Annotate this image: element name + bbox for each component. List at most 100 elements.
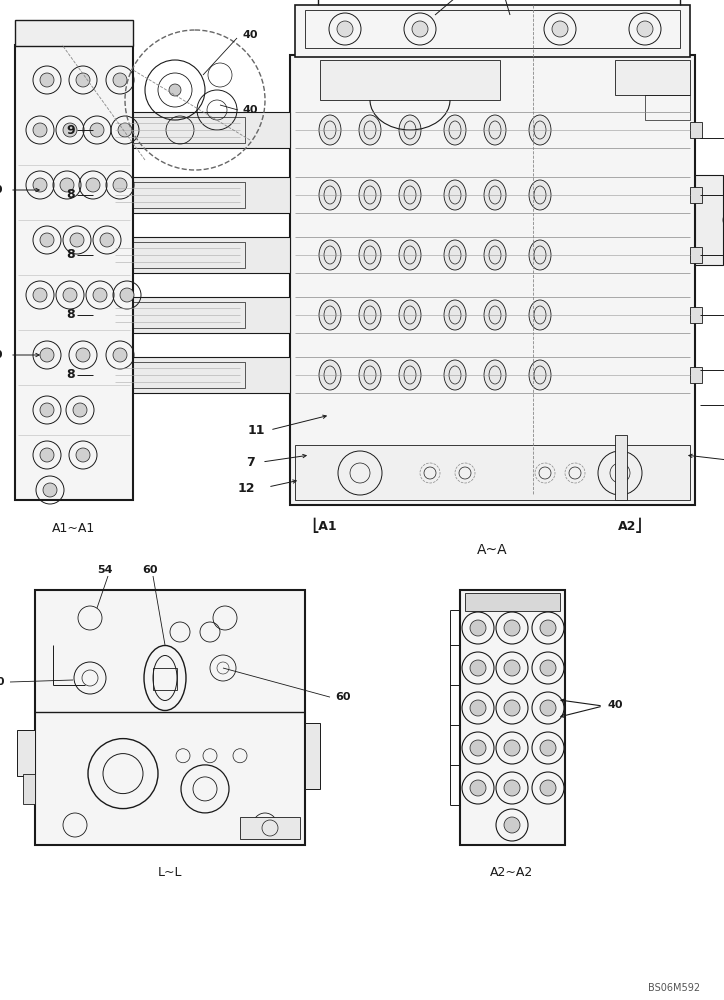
- Circle shape: [113, 178, 127, 192]
- Circle shape: [90, 123, 104, 137]
- Bar: [15, 20, 133, 46]
- Circle shape: [73, 403, 87, 417]
- Bar: [290, 55, 695, 505]
- Ellipse shape: [319, 115, 341, 145]
- Bar: [690, 367, 702, 383]
- Ellipse shape: [399, 360, 421, 390]
- Bar: [17, 730, 35, 776]
- Text: 60: 60: [0, 677, 5, 687]
- Circle shape: [552, 21, 568, 37]
- Text: 40: 40: [0, 350, 3, 360]
- Text: 40: 40: [0, 185, 3, 195]
- Circle shape: [100, 233, 114, 247]
- Ellipse shape: [444, 360, 466, 390]
- Circle shape: [540, 700, 556, 716]
- Circle shape: [540, 620, 556, 636]
- Circle shape: [113, 73, 127, 87]
- Ellipse shape: [444, 240, 466, 270]
- Ellipse shape: [484, 240, 506, 270]
- Text: 8: 8: [67, 368, 75, 381]
- Text: 60: 60: [335, 692, 350, 702]
- Circle shape: [33, 288, 47, 302]
- Circle shape: [412, 21, 428, 37]
- Text: 40: 40: [607, 700, 623, 710]
- Circle shape: [504, 700, 520, 716]
- Circle shape: [118, 123, 132, 137]
- Circle shape: [33, 178, 47, 192]
- Circle shape: [470, 660, 486, 676]
- Bar: [645, 95, 690, 120]
- Circle shape: [40, 348, 54, 362]
- Ellipse shape: [444, 115, 466, 145]
- Ellipse shape: [359, 180, 381, 210]
- Ellipse shape: [484, 360, 506, 390]
- Bar: [615, 435, 627, 500]
- Text: A1~A1: A1~A1: [52, 522, 96, 534]
- Text: 60: 60: [142, 565, 158, 575]
- Bar: [95, 297, 113, 333]
- Text: 40: 40: [243, 105, 258, 115]
- Bar: [240, 817, 300, 839]
- Circle shape: [540, 660, 556, 676]
- Circle shape: [40, 73, 54, 87]
- Ellipse shape: [359, 360, 381, 390]
- Bar: [35, 590, 305, 845]
- Text: 8: 8: [67, 308, 75, 322]
- Ellipse shape: [359, 240, 381, 270]
- Bar: [23, 774, 35, 804]
- Bar: [723, 195, 724, 245]
- Bar: [95, 357, 290, 393]
- Bar: [15, 45, 133, 500]
- Ellipse shape: [529, 360, 551, 390]
- Bar: [305, 10, 680, 48]
- Circle shape: [40, 233, 54, 247]
- Circle shape: [93, 288, 107, 302]
- Circle shape: [33, 123, 47, 137]
- Circle shape: [504, 740, 520, 756]
- Ellipse shape: [529, 240, 551, 270]
- Ellipse shape: [529, 115, 551, 145]
- Circle shape: [504, 660, 520, 676]
- Ellipse shape: [399, 300, 421, 330]
- Circle shape: [76, 348, 90, 362]
- Circle shape: [76, 73, 90, 87]
- Ellipse shape: [319, 360, 341, 390]
- Bar: [95, 177, 113, 213]
- Bar: [95, 357, 113, 393]
- Bar: [95, 237, 113, 273]
- Circle shape: [40, 403, 54, 417]
- Bar: [115, 117, 245, 143]
- Circle shape: [113, 348, 127, 362]
- Bar: [695, 175, 723, 265]
- Text: A2~A2: A2~A2: [490, 866, 534, 880]
- Bar: [95, 112, 290, 148]
- Ellipse shape: [484, 300, 506, 330]
- Ellipse shape: [444, 300, 466, 330]
- Text: 9: 9: [67, 123, 75, 136]
- Circle shape: [63, 288, 77, 302]
- Circle shape: [470, 740, 486, 756]
- Bar: [95, 297, 290, 333]
- Ellipse shape: [359, 300, 381, 330]
- Ellipse shape: [529, 300, 551, 330]
- Text: BS06M592: BS06M592: [648, 983, 700, 993]
- Bar: [465, 593, 560, 611]
- Text: 8: 8: [67, 248, 75, 261]
- Circle shape: [504, 780, 520, 796]
- Bar: [153, 668, 177, 690]
- Circle shape: [76, 448, 90, 462]
- Ellipse shape: [484, 180, 506, 210]
- Bar: [115, 242, 245, 268]
- Ellipse shape: [399, 115, 421, 145]
- Bar: [95, 237, 290, 273]
- Ellipse shape: [484, 115, 506, 145]
- Bar: [295, 445, 690, 500]
- Circle shape: [470, 620, 486, 636]
- Ellipse shape: [399, 240, 421, 270]
- Circle shape: [86, 178, 100, 192]
- Ellipse shape: [444, 180, 466, 210]
- Circle shape: [60, 178, 74, 192]
- Circle shape: [540, 780, 556, 796]
- Ellipse shape: [359, 115, 381, 145]
- Ellipse shape: [319, 300, 341, 330]
